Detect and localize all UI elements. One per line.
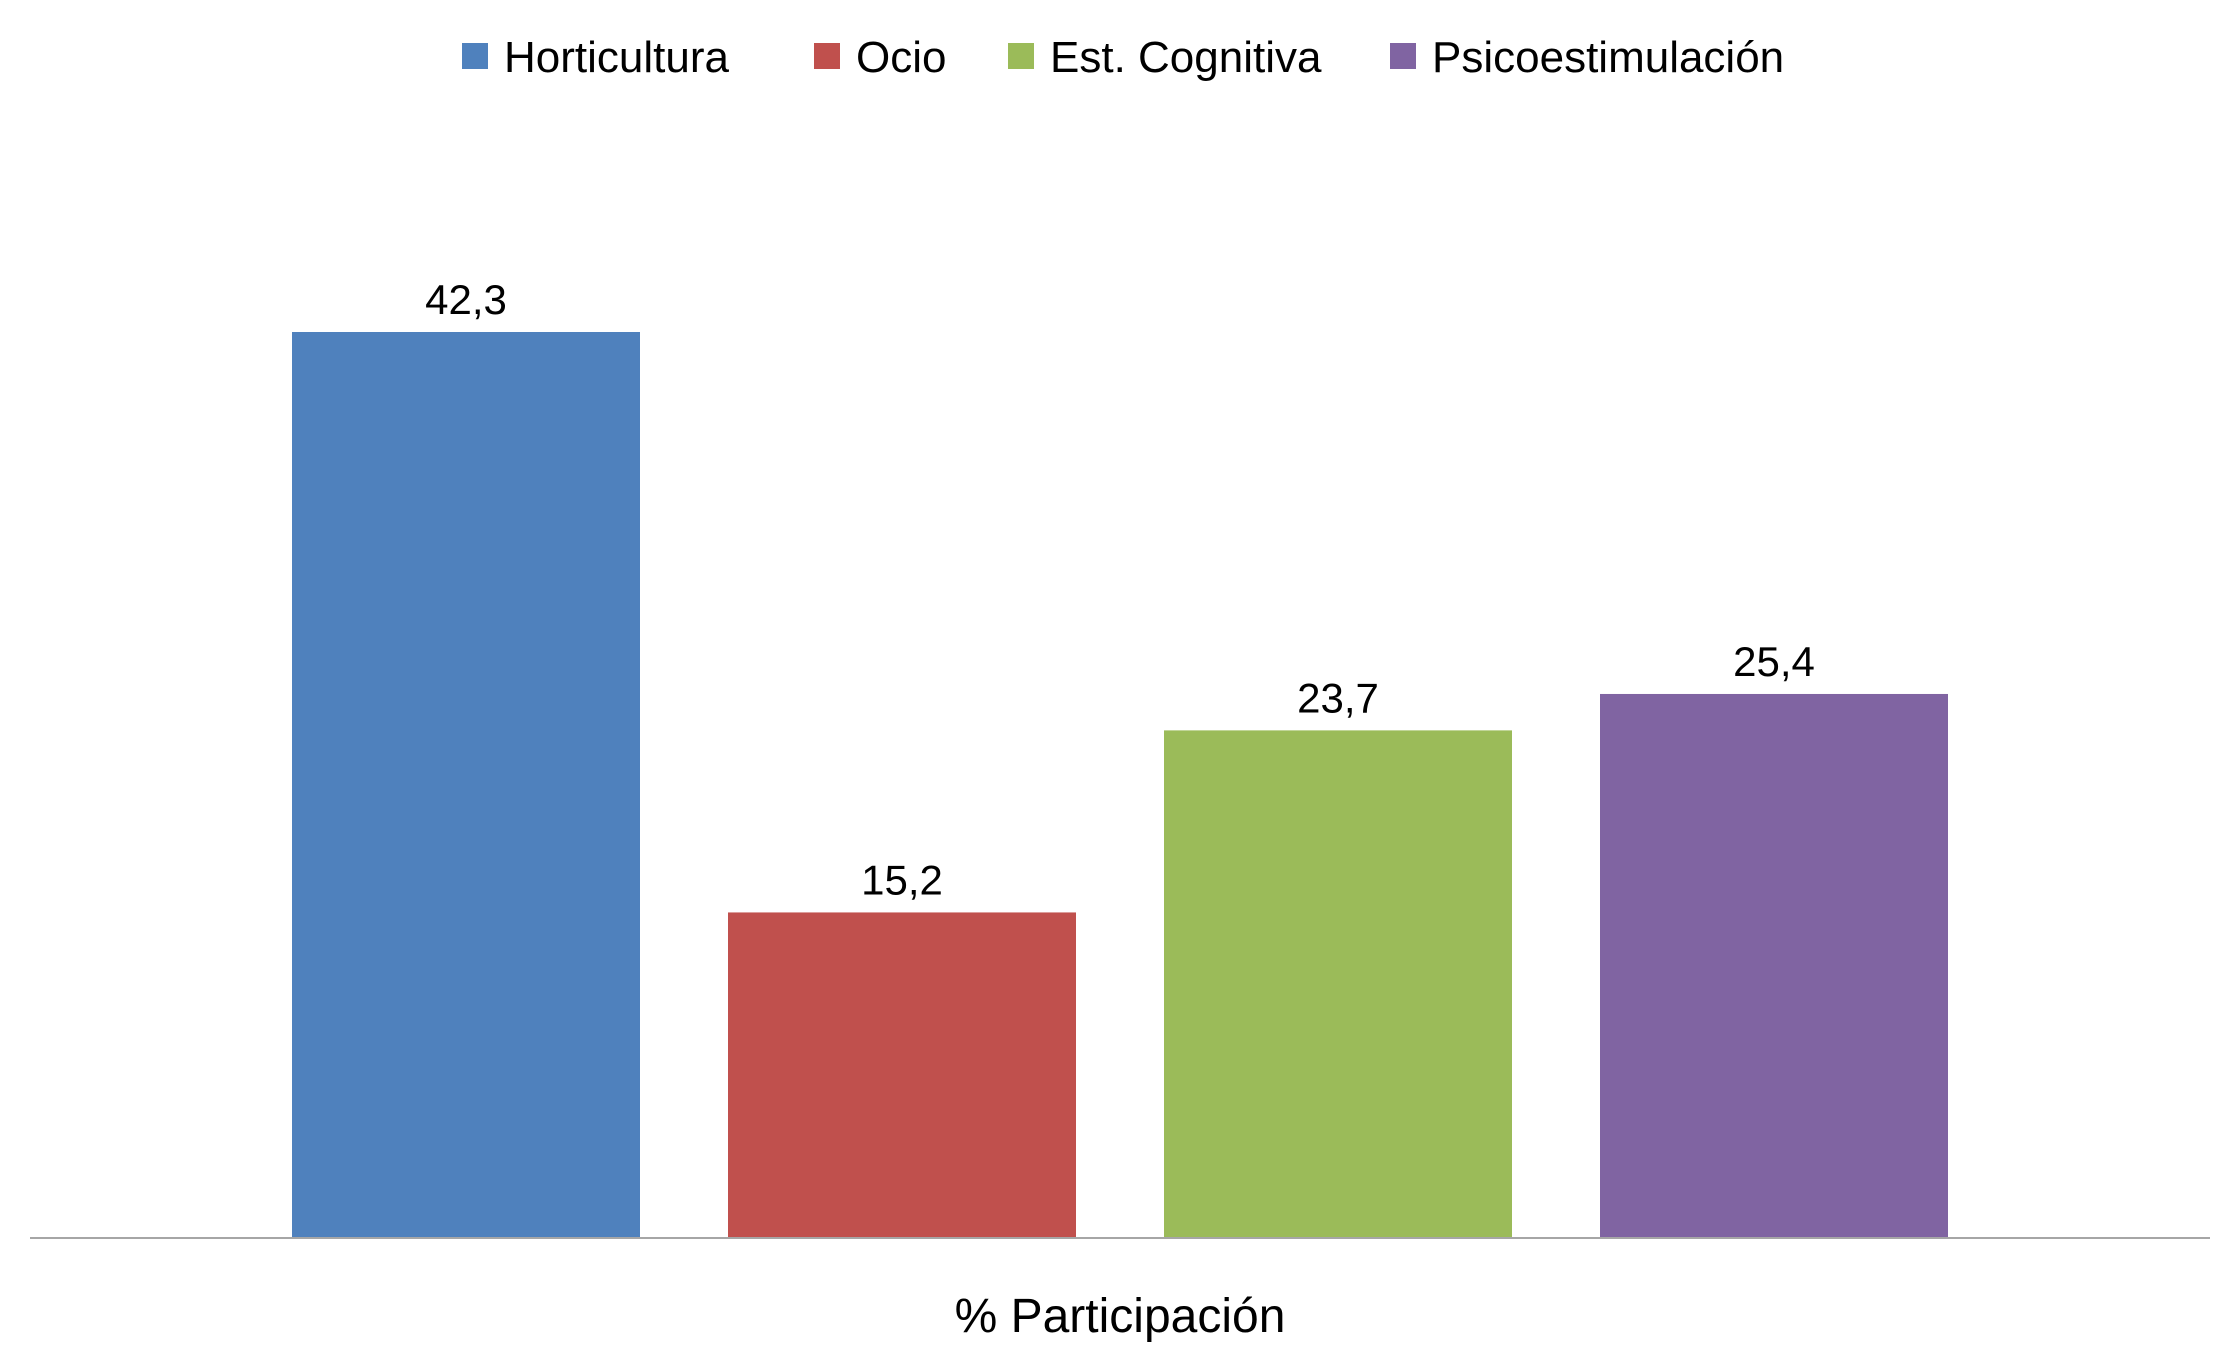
legend: Horticultura Ocio Est. Cognitiva Psicoestim… (462, 33, 1784, 82)
legend-item-ocio: Ocio (814, 33, 946, 82)
data-label-horticultura: 42,3 (425, 276, 507, 323)
legend-item-horticultura: Horticultura (462, 33, 729, 82)
legend-item-psicoestimulaci-n: Psicoestimulación (1390, 33, 1784, 82)
legend-swatch (462, 43, 488, 69)
legend-swatch (1008, 43, 1034, 69)
bars-group (292, 332, 1948, 1238)
legend-label: Ocio (856, 33, 946, 82)
legend-label: Est. Cognitiva (1050, 33, 1322, 82)
data-label-ocio: 15,2 (861, 856, 943, 903)
bar-est-cognitiva (1164, 730, 1512, 1238)
legend-label: Horticultura (504, 33, 729, 82)
category-label: % Participación (955, 1290, 1286, 1343)
bar-horticultura (292, 332, 640, 1238)
bar-ocio (728, 912, 1076, 1238)
data-labels-group: 42,3 15,2 23,7 25,4 (425, 276, 1815, 903)
legend-swatch (814, 43, 840, 69)
legend-swatch (1390, 43, 1416, 69)
legend-label: Psicoestimulación (1432, 33, 1784, 82)
data-label-psicoestimulaci-n: 25,4 (1733, 638, 1815, 685)
legend-item-est-cognitiva: Est. Cognitiva (1008, 33, 1322, 82)
data-label-est-cognitiva: 23,7 (1297, 674, 1379, 721)
bar-psicoestimulaci-n (1600, 693, 1948, 1238)
